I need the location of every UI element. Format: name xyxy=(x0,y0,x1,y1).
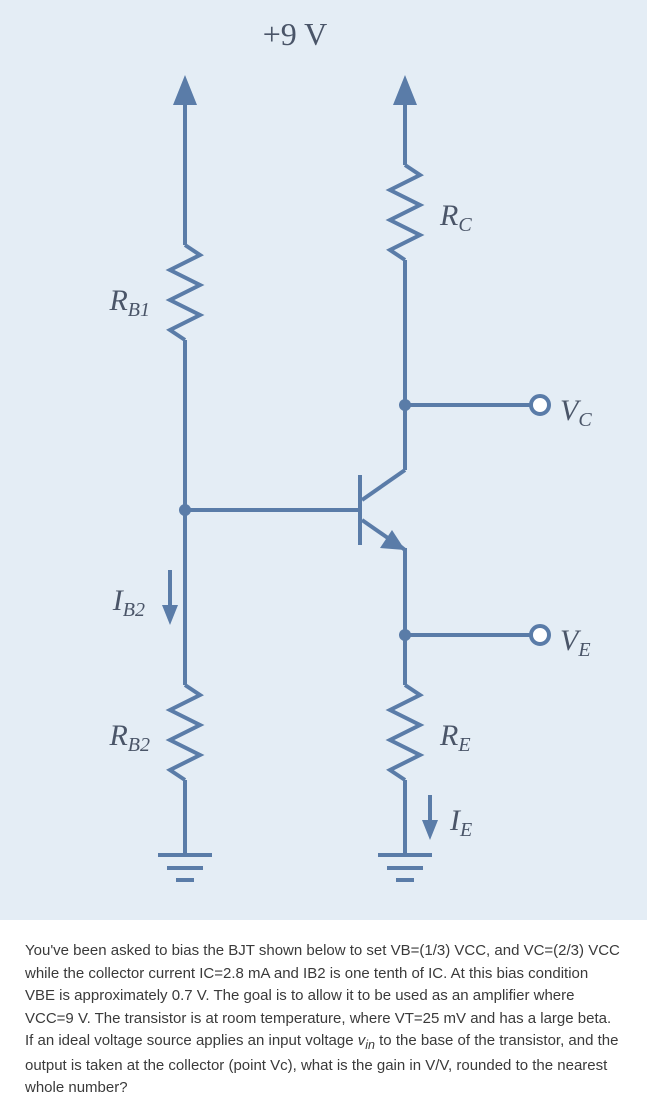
resistor-RB2 xyxy=(170,685,200,780)
circuit-diagram-area: +9 V RB1 IB2 RB2 xyxy=(0,0,647,920)
terminal-VE xyxy=(531,626,549,644)
question-vin-in: in xyxy=(365,1038,375,1052)
label-RB1: RB1 xyxy=(108,284,150,321)
label-IE: IE xyxy=(449,804,472,841)
label-RC: RC xyxy=(439,199,472,236)
label-VC: VC xyxy=(560,394,592,431)
resistor-RE xyxy=(390,685,420,780)
resistor-RB1 xyxy=(170,245,200,340)
question-text: You've been asked to bias the BJT shown … xyxy=(25,940,622,1100)
label-VE: VE xyxy=(560,624,591,661)
label-IB2: IB2 xyxy=(112,584,145,621)
current-arrow-IE xyxy=(422,820,438,840)
label-RB2: RB2 xyxy=(108,719,150,756)
resistor-RC xyxy=(390,165,420,260)
question-area: You've been asked to bias the BJT shown … xyxy=(0,920,647,1120)
circuit-svg: +9 V RB1 IB2 RB2 xyxy=(0,0,647,920)
current-arrow-IB2 xyxy=(162,605,178,625)
label-RE: RE xyxy=(439,719,471,756)
terminal-VC xyxy=(531,396,549,414)
supply-voltage-label: +9 V xyxy=(263,16,328,52)
